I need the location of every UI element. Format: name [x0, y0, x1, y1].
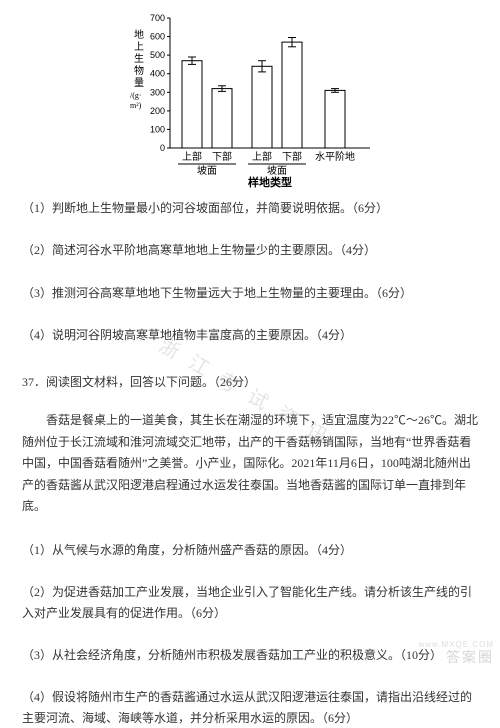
question-37-1: （1）从气候与水源的角度，分析随州盛产香菇的原因。（4分） — [22, 540, 478, 560]
svg-text:300: 300 — [150, 87, 165, 97]
svg-text:量: 量 — [134, 77, 144, 89]
question-37-2: （2）为促进香菇加工产业发展，当地企业引入了智能化生产线。请分析该生产线的引入对… — [22, 582, 478, 623]
corner-brand: 答案圈 — [446, 647, 494, 667]
biomass-chart: 0 100 200 300 400 500 600 700 地 上 生 物 量 … — [120, 8, 380, 188]
y-axis-label: 地 上 生 物 量 /(g· m²) — [130, 28, 144, 110]
question-1: （1）判断地上生物量最小的河谷坡面部位，并简要说明依据。（6分） — [22, 198, 478, 218]
question-37-3: （3）从社会经济角度，分析随州市积极发展香菇加工产业的积极意义。（10分） — [22, 645, 478, 665]
bar-1 — [182, 61, 202, 148]
bar-5 — [325, 90, 345, 148]
item-37-head: 37．阅读图文材料，回答以下问题。（26分） — [22, 372, 478, 392]
bar-3 — [252, 66, 272, 148]
question-3: （3）推测河谷高寒草地地下生物量远大于地上生物量的主要理由。（6分） — [22, 283, 478, 303]
question-4: （4）说明河谷阴坡高寒草地植物丰富度高的主要原因。（4分） — [22, 325, 478, 345]
ytick-0: 0 — [160, 143, 165, 153]
cat-5: 水平阶地 — [315, 150, 355, 163]
group-1: 坡面 — [197, 164, 217, 177]
question-2: （2）简述河谷水平阶地高寒草地地上生物量少的主要原因。（4分） — [22, 240, 478, 260]
svg-text:/(g·: /(g· — [130, 91, 142, 100]
item-37-para: 香菇是餐桌上的一道美食，其生长在潮湿的环境下，适宜温度为22℃～26℃。湖北随州… — [22, 410, 478, 518]
svg-text:地: 地 — [134, 28, 144, 41]
group-2: 坡面 — [267, 164, 287, 177]
svg-text:400: 400 — [150, 69, 165, 79]
svg-text:生: 生 — [134, 52, 144, 65]
cat-4: 下部 — [282, 150, 302, 163]
y-ticks: 0 100 200 300 400 500 600 700 — [150, 13, 170, 153]
cat-3: 上部 — [252, 150, 272, 163]
svg-text:物: 物 — [134, 64, 144, 77]
bar-4 — [282, 42, 302, 148]
cat-2: 下部 — [212, 150, 232, 163]
svg-text:700: 700 — [150, 13, 165, 23]
svg-text:200: 200 — [150, 106, 165, 116]
svg-text:500: 500 — [150, 50, 165, 60]
bar-2 — [212, 89, 232, 148]
svg-text:m²): m²) — [130, 101, 142, 110]
svg-text:100: 100 — [150, 124, 165, 134]
cat-1: 上部 — [182, 150, 202, 163]
question-37-4: （4）假设将随州市生产的香菇酱通过水运从武汉阳逻港运往泰国，请指出沿线经过的主要… — [22, 687, 478, 728]
x-axis-title: 样地类型 — [248, 175, 292, 188]
svg-text:上: 上 — [134, 41, 144, 53]
svg-text:600: 600 — [150, 32, 165, 42]
